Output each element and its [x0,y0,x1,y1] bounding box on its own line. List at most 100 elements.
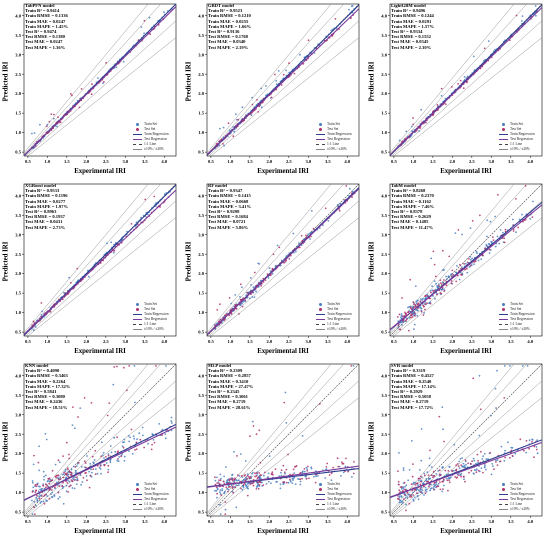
y-tick-label: 4.0 [381,13,387,18]
y-tick-label: 2.5 [381,252,387,257]
x-tick-label: 1.0 [228,519,234,524]
test-point [99,464,102,467]
test-point [353,461,355,463]
legend-label: Train Regression [327,312,352,316]
legend-label: Train Regression [510,312,535,316]
metric-line: Test R² = 0.5841 [25,389,57,395]
test-point [37,461,40,464]
test-point [50,489,53,491]
metric-line: Train MAE = 0.3410 [208,378,249,384]
legend-swatch [498,142,508,147]
test-point [257,487,260,490]
x-tick-label: 2.0 [83,339,89,344]
train-point [284,472,286,475]
train-point [279,264,282,267]
metric-line: Test MAPE = 2.19% [208,44,249,50]
metric-line: Test MAE = 0.0721 [208,219,246,225]
legend-item: Test Regression [498,497,535,502]
y-tick-label: 3.5 [198,213,204,218]
test-point [143,446,146,449]
test-point [420,310,423,313]
train-point [224,508,227,511]
test-point [442,488,444,490]
train-point [489,220,492,223]
train-point [514,452,517,455]
test-point [283,401,286,404]
train-point [423,494,425,496]
train-point [415,309,417,311]
metrics-box: LightGBM model Train R² = 0.9496 Train RMS… [391,3,434,50]
test-point [228,479,231,482]
test-point [104,455,107,458]
test-point [89,475,92,477]
x-tick-label: 2.0 [266,159,272,164]
y-tick-label: 3.5 [381,213,387,218]
test-point [483,47,486,50]
train-point [44,432,47,435]
train-point [65,484,68,487]
train-point [401,324,403,326]
test-point [441,480,444,483]
legend-swatch [498,327,508,332]
train-point [35,505,37,507]
y-tick-label: 2.5 [15,252,21,257]
test-point [96,465,99,467]
train-point [422,482,425,484]
train-point [487,40,490,42]
legend-label: ±10% / ±20% [144,147,164,151]
train-point [146,213,149,216]
legend-swatch [498,122,508,127]
train-point [424,486,427,489]
train-point [223,475,225,478]
train-point [404,497,407,499]
test-point [489,451,492,454]
train-point [37,490,40,493]
legend-item: ±10% / ±20% [315,327,352,332]
test-regression-line [390,7,542,156]
legend-swatch [315,132,325,137]
train-point [107,468,110,471]
legend-item: Test Set [315,307,352,312]
x-axis-label: Experimental IRI [257,168,309,175]
train-point [74,469,77,472]
train-point [46,123,49,126]
train-point [511,446,514,449]
test-point [241,305,244,308]
plot-area [390,184,542,336]
train-point [123,441,125,444]
test-regression-line [207,188,359,336]
test-point [254,472,256,474]
x-tick-label: 1.0 [411,519,417,524]
train-point [483,452,486,455]
metric-line: Test RMSE = 0.1684 [208,214,248,220]
plot-area [24,184,176,336]
train-point [118,456,121,458]
legend-swatch [132,492,142,497]
test-point [398,313,401,316]
train-point [465,463,467,466]
train-point [235,506,238,509]
train-point [270,482,272,484]
train-point [400,501,403,503]
train-point [271,272,274,275]
train-point [412,498,415,501]
metric-line: Test RMSE = 0.3061 [208,394,248,400]
test-point [34,483,37,486]
train-point [417,484,419,487]
test-point [274,468,277,470]
legend-item: Train Set [132,122,169,127]
y-tick-label: 2.0 [15,91,21,96]
test-point [414,483,416,486]
test-point [488,248,491,251]
train-point [147,442,149,445]
train-point [452,469,455,472]
test-point [48,497,51,500]
test-point [433,289,436,292]
train-point [424,489,427,491]
test-point [150,448,153,451]
legend-label: 1:1 Line [510,142,523,146]
train-point [399,499,402,502]
metric-line: Test MAE = 0.0340 [208,39,246,45]
test-point [122,366,125,369]
test-point [524,185,527,187]
